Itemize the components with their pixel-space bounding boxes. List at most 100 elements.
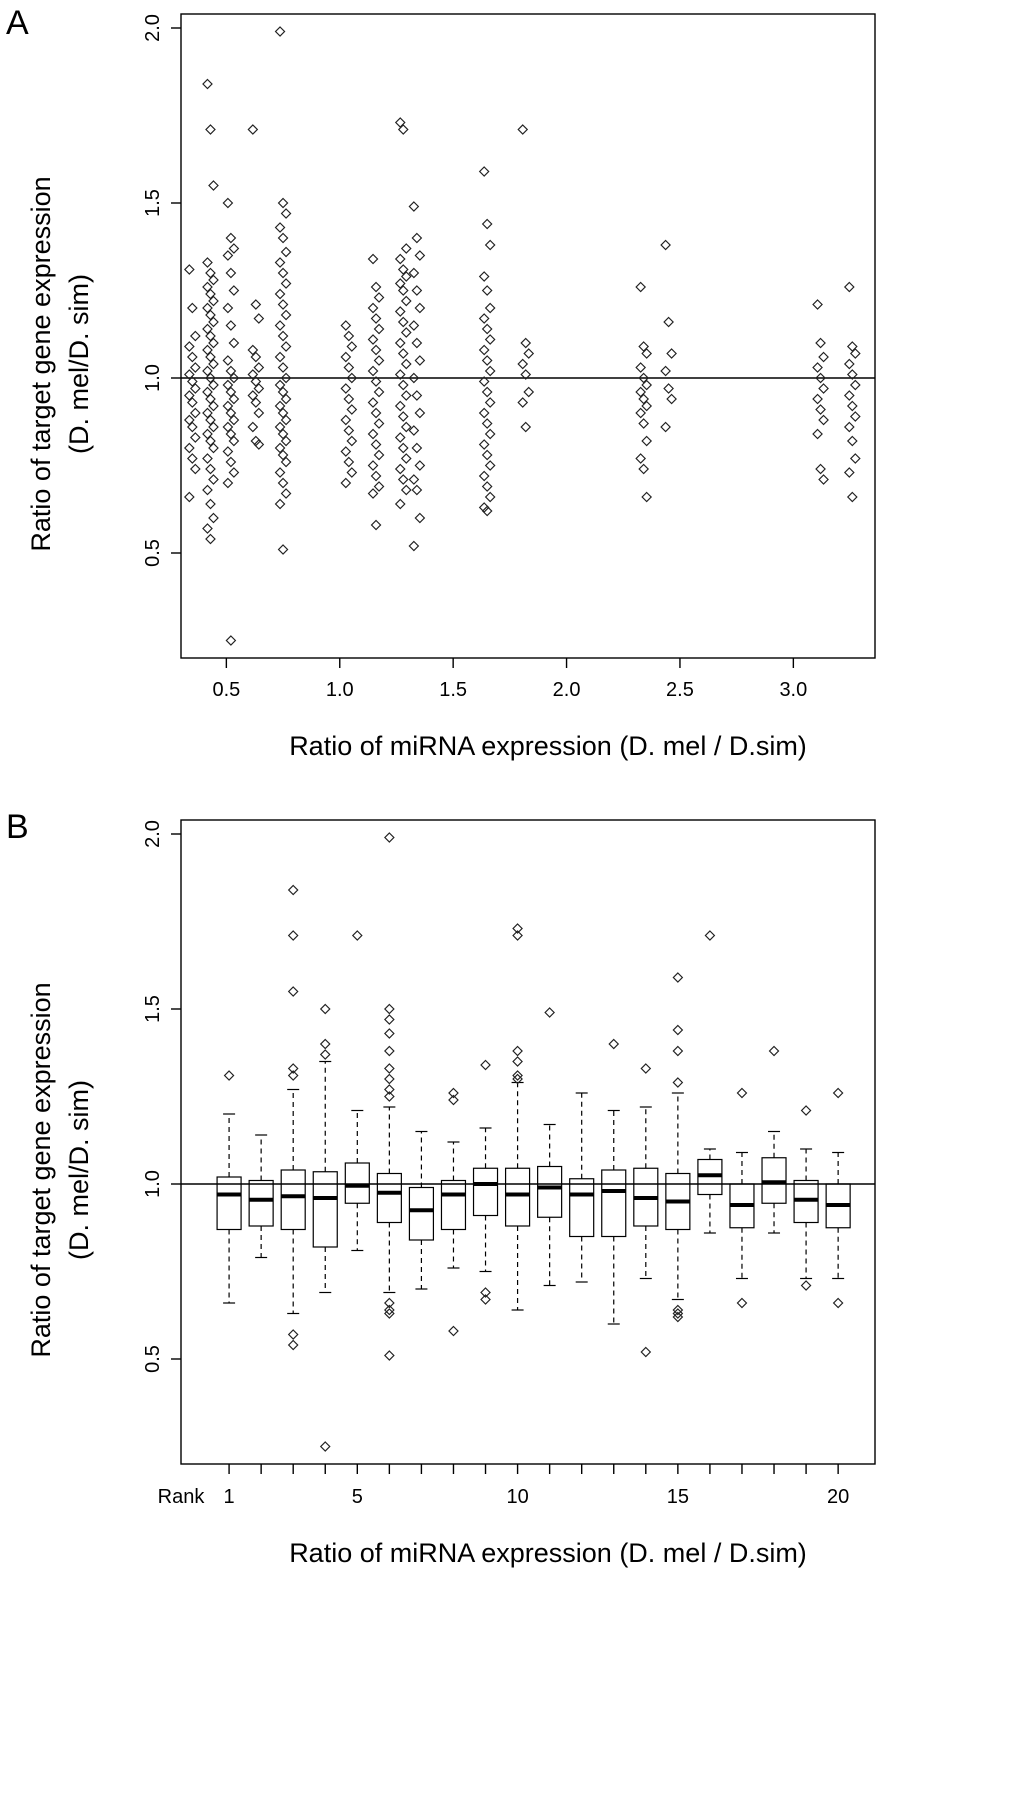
panel-a-y-axis: 0.5 1.0 1.5 2.0 [142, 14, 181, 567]
panel-a-point [367, 365, 379, 377]
panel-b-box-rank-1 [216, 1070, 242, 1304]
panel-b-ylabel-line2: (D. mel/D. sim) [64, 1080, 94, 1260]
panel-b-outlier [544, 1007, 555, 1018]
panel-a-point [373, 481, 385, 492]
panel-a-point [849, 453, 861, 464]
panel-b-box [472, 1167, 499, 1217]
panel-a-point [280, 414, 292, 426]
panel-a-point [394, 369, 406, 380]
panel-b-x-axis: 1 5 10 15 20 [224, 1464, 849, 1508]
panel-b-outlier [800, 1105, 812, 1116]
panel-b-outlier [512, 1045, 523, 1057]
panel-a-point [484, 491, 496, 503]
panel-a-point [274, 400, 286, 412]
panel-a-point [843, 358, 855, 370]
panel-b-outlier [287, 1329, 299, 1340]
panel-a-point [397, 379, 409, 391]
panel-a-point [408, 267, 420, 279]
panel-b-y-tick-label: 2.0 [142, 820, 164, 848]
panel-a-point [346, 467, 358, 478]
panel-a-x-tick-label: 2.5 [666, 679, 694, 701]
panel-b-outlier [480, 1059, 491, 1071]
panel-b-box-rank-18 [761, 1045, 787, 1234]
panel-a-point [414, 302, 426, 314]
panel-a-point [818, 351, 829, 363]
panel-b-letter: B [6, 808, 29, 846]
panel-a-point [277, 428, 289, 440]
panel-b-outlier [384, 1073, 395, 1085]
panel-a-point [812, 299, 823, 310]
panel-a-point [250, 397, 262, 408]
panel-b-box [569, 1178, 595, 1238]
panel-a-point [523, 348, 535, 359]
panel-b-box-rank-12 [569, 1092, 595, 1283]
panel-a-point [280, 278, 292, 289]
panel-a-point [478, 376, 490, 387]
panel-a-point [280, 488, 292, 499]
panel-a-point [250, 435, 262, 447]
panel-a-point [478, 439, 490, 450]
panel-a-point [202, 453, 213, 464]
panel-a-point [202, 365, 213, 377]
panel-a-point [484, 334, 496, 345]
panel-a-point [481, 323, 493, 335]
panel-b-box-rank-20 [825, 1087, 851, 1309]
panel-a-point [397, 442, 409, 454]
panel-a-point [277, 299, 289, 310]
panel-a-point [228, 393, 240, 405]
panel-a-point [280, 435, 292, 447]
panel-a-point [343, 330, 355, 342]
panel-b-outlier [512, 1070, 523, 1081]
panel-b-xlabel: Ratio of miRNA expression (D. mel / D.si… [289, 1538, 807, 1568]
panel-a-point [189, 432, 201, 443]
panel-b-box-rank-15 [665, 972, 691, 1323]
panel-b-outlier [287, 884, 299, 896]
panel-a-point [523, 386, 535, 398]
panel-a-point [517, 397, 529, 408]
panel-a-point [635, 281, 647, 293]
panel-a-point [222, 197, 234, 209]
panel-a-point [414, 250, 426, 261]
panel-b-outlier [319, 1038, 331, 1050]
panel-a-point [343, 425, 355, 436]
panel-a-point [400, 390, 412, 401]
panel-a-point [397, 124, 409, 135]
panel-a-point [846, 491, 858, 503]
panel-a-point [225, 407, 237, 419]
panel-a-point [411, 442, 423, 454]
panel-b-outlier [319, 1441, 331, 1452]
panel-b-outlier [287, 1063, 299, 1074]
panel-a-point [340, 351, 352, 363]
panel-a-point [205, 330, 216, 342]
panel-a-point [189, 463, 201, 475]
panel-a-point [370, 439, 382, 450]
panel-a-point [189, 383, 201, 394]
panel-a-point [370, 313, 382, 324]
panel-a-point [815, 404, 826, 415]
panel-b-box [601, 1169, 627, 1238]
panel-b-box [537, 1165, 563, 1218]
panel-a-point [280, 341, 292, 352]
panel-a-point [394, 278, 406, 289]
panel-a-point [367, 397, 379, 408]
panel-a-point [208, 512, 219, 524]
panel-a-point [208, 180, 219, 191]
panel-a-point [373, 355, 385, 366]
panel-a-point [411, 285, 423, 296]
panel-a-point [635, 362, 647, 373]
panel-a-point [225, 365, 237, 377]
panel-a-point [638, 393, 650, 405]
panel-a-point [205, 309, 216, 321]
panel-b-outlier [640, 1063, 652, 1074]
panel-a-point [635, 386, 647, 398]
panel-a-point [843, 421, 855, 433]
panel-b-box [344, 1162, 370, 1204]
panel-a-y-tick-label: 2.0 [142, 14, 164, 42]
panel-b-outlier [832, 1087, 844, 1099]
panel-a-point [253, 407, 265, 419]
panel-a-point [183, 491, 195, 503]
panel-a-point [478, 271, 490, 282]
panel-a-point [277, 330, 289, 342]
panel-b-box-rank-17 [729, 1087, 755, 1309]
panel-b-outlier [672, 1045, 684, 1057]
